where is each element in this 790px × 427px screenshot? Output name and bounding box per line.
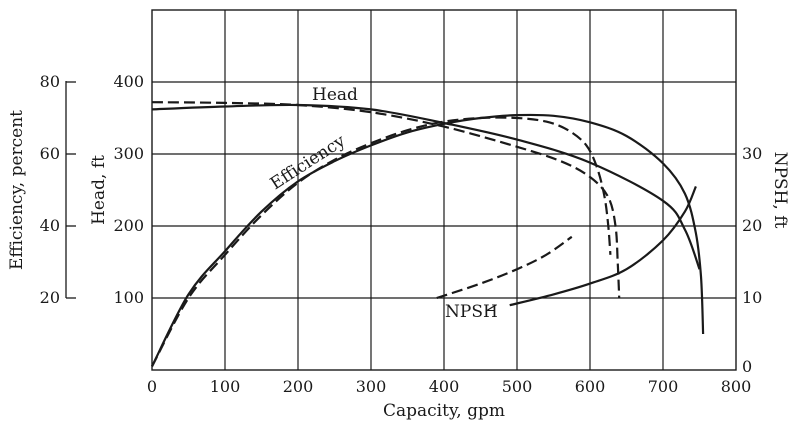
x-tick-label: 0 xyxy=(147,377,157,396)
npsh-tick-label: 20 xyxy=(742,216,762,235)
x-tick-label: 700 xyxy=(648,377,679,396)
npsh-tick-label: 30 xyxy=(742,144,762,163)
npsh-curve-dashed xyxy=(436,235,573,300)
grid xyxy=(152,10,736,370)
npsh-curve-solid xyxy=(509,185,697,307)
npsh-tick-label: 10 xyxy=(742,288,762,307)
npsh-tick-label: 0 xyxy=(742,357,752,376)
efficiency-tick-label: 40 xyxy=(40,216,60,235)
efficiency-curve-dashed xyxy=(151,116,612,367)
head-curve-label: Head xyxy=(312,85,358,105)
head-tick-label: 200 xyxy=(113,216,144,235)
x-tick-label: 800 xyxy=(721,377,752,396)
npsh-label-leader xyxy=(485,304,497,312)
x-tick-label: 100 xyxy=(210,377,241,396)
head-curve-dashed xyxy=(151,101,621,299)
x-tick-label: 500 xyxy=(502,377,533,396)
ticks: 0 100 200 300 400 500 600 700 800 100 200 300 400 0 10… xyxy=(40,72,763,396)
efficiency-tick-label: 80 xyxy=(40,72,60,91)
npsh-axis-label: NPSH, ft xyxy=(770,152,790,229)
curves xyxy=(151,101,705,367)
x-tick-label: 400 xyxy=(429,377,460,396)
efficiency-curve-label: Efficiency xyxy=(267,131,350,194)
head-axis-label: Head, ft xyxy=(89,155,109,225)
x-tick-label: 300 xyxy=(356,377,387,396)
efficiency-curve-solid xyxy=(151,113,705,367)
head-tick-label: 400 xyxy=(113,72,144,91)
x-axis-label: Capacity, gpm xyxy=(383,401,505,421)
head-tick-label: 300 xyxy=(113,144,144,163)
plot-frame xyxy=(151,9,737,371)
head-curve-solid xyxy=(151,103,701,270)
npsh-curve-label: NPSH xyxy=(445,302,498,322)
head-tick-label: 100 xyxy=(113,288,144,307)
efficiency-axis-label: Efficiency, percent xyxy=(7,110,27,270)
efficiency-tick-label: 60 xyxy=(40,144,60,163)
x-tick-label: 600 xyxy=(575,377,606,396)
efficiency-tick-label: 20 xyxy=(40,288,60,307)
x-tick-label: 200 xyxy=(283,377,314,396)
